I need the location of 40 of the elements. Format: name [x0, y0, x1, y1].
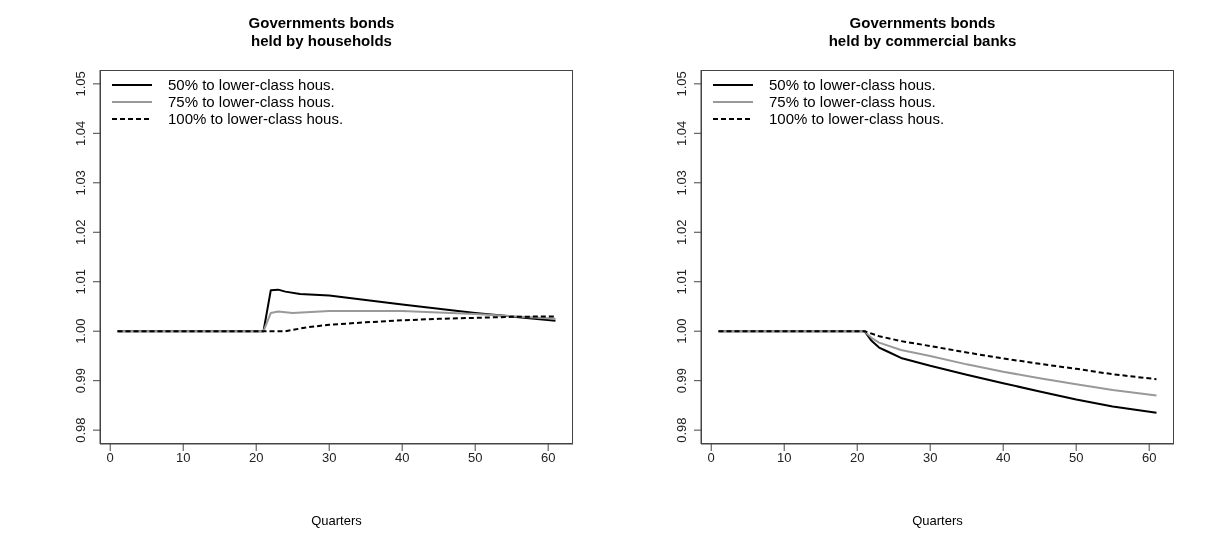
x-axis-title: Quarters	[911, 513, 964, 528]
y-tick-label: 1.02	[674, 219, 689, 245]
y-tick-label: 1.04	[674, 120, 689, 146]
y-tick-label: 1.03	[674, 170, 689, 196]
x-tick-label: 50	[1068, 450, 1084, 466]
x-tick-label: 10	[776, 450, 792, 466]
chart-title: Governments bonds held by commercial banks	[827, 14, 1018, 50]
y-tick-label: 1.02	[73, 219, 88, 245]
legend-label: 75% to lower-class hous.	[769, 93, 936, 110]
y-tick-label: 1.04	[73, 120, 88, 146]
y-tick-label: 0.99	[73, 368, 88, 394]
x-tick-label: 40	[394, 450, 410, 466]
x-tick-label: 60	[1141, 450, 1157, 466]
legend-label: 50% to lower-class hous.	[769, 76, 936, 93]
x-tick-label: 10	[175, 450, 191, 466]
y-tick-label: 1.05	[73, 71, 88, 97]
x-tick-label: 30	[922, 450, 938, 466]
x-tick-label: 0	[707, 450, 715, 466]
x-tick-label: 60	[540, 450, 556, 466]
legend-label: 75% to lower-class hous.	[168, 93, 335, 110]
y-tick-label: 1.01	[73, 269, 88, 295]
y-tick-label: 1.00	[73, 318, 88, 344]
x-tick-label: 0	[106, 450, 114, 466]
x-tick-label: 50	[467, 450, 483, 466]
chart-title: Governments bonds held by households	[247, 14, 396, 50]
x-tick-label: 20	[849, 450, 865, 466]
legend-label: 100% to lower-class hous.	[769, 110, 945, 127]
legend-label: 100% to lower-class hous.	[168, 110, 344, 127]
legend-label: 50% to lower-class hous.	[168, 76, 335, 93]
y-tick-label: 1.01	[674, 269, 689, 295]
y-tick-label: 1.03	[73, 170, 88, 196]
x-tick-label: 20	[248, 450, 264, 466]
y-tick-label: 0.99	[674, 368, 689, 394]
x-tick-label: 40	[995, 450, 1011, 466]
x-tick-label: 30	[321, 450, 337, 466]
y-tick-label: 0.98	[674, 417, 689, 443]
y-tick-label: 1.00	[674, 318, 689, 344]
y-tick-label: 1.05	[674, 71, 689, 97]
y-tick-label: 0.98	[73, 417, 88, 443]
x-axis-title: Quarters	[310, 513, 363, 528]
